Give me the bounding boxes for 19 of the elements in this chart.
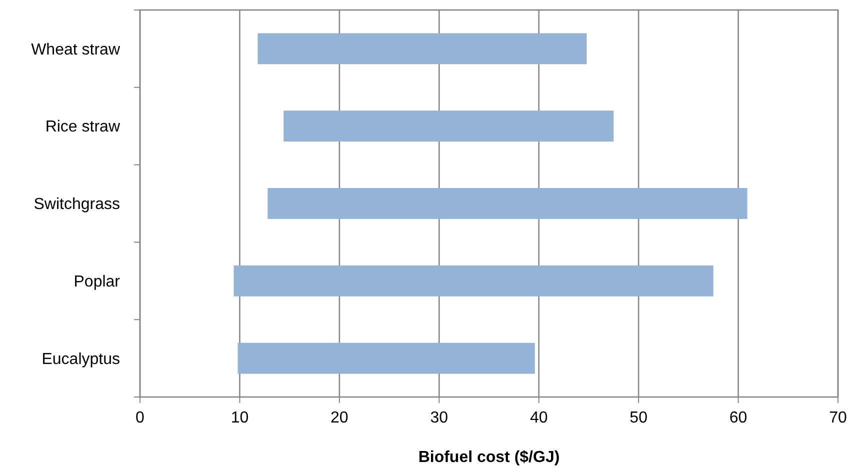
y-tick-label: Rice straw [45, 118, 120, 136]
y-tick-label: Eucalyptus [42, 350, 120, 368]
x-tick-label: 40 [530, 409, 548, 426]
x-tick-label: 50 [630, 409, 648, 426]
y-tick-label: Wheat straw [31, 41, 120, 58]
y-tick-label: Switchgrass [34, 196, 120, 214]
y-tick-label: Poplar [74, 274, 121, 290]
x-tick-label: 60 [729, 409, 748, 426]
bar [258, 33, 587, 64]
x-tick-label: 30 [430, 409, 448, 426]
x-axis-title: Biofuel cost ($/GJ) [418, 449, 560, 466]
bar [234, 265, 714, 296]
x-tick-label: 70 [829, 409, 847, 426]
bar [268, 188, 748, 219]
x-tick-label: 10 [230, 409, 249, 426]
x-tick-label: 20 [330, 409, 348, 426]
bar [238, 342, 535, 374]
bar [284, 110, 614, 142]
x-tick-label: 0 [136, 409, 145, 426]
